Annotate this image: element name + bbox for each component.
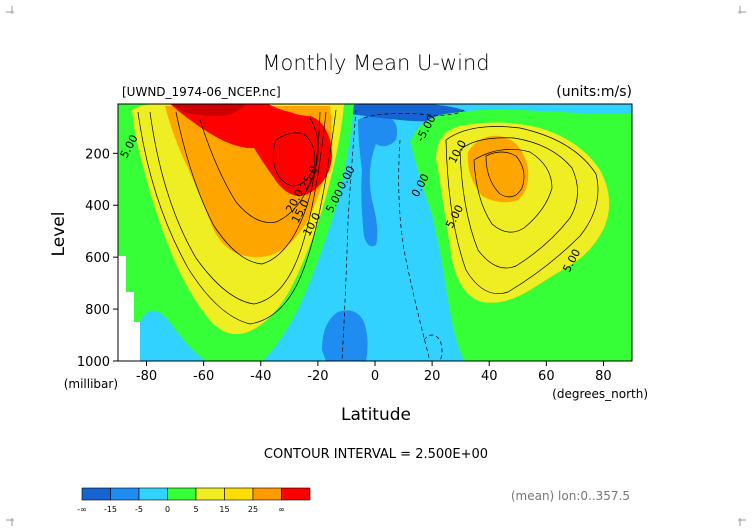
colorbar-swatch (110, 487, 140, 501)
contour-line (149, 111, 327, 305)
colorbar-tick-label: 0 (165, 505, 170, 514)
missing-data-region (118, 256, 140, 361)
colorbar-swatch (167, 487, 197, 501)
contour-line (199, 117, 319, 223)
x-unit-label: (degrees_north) (552, 387, 648, 401)
colorbar-tick-label: 15 (219, 505, 229, 514)
colorbar: -∞ -15 -5 0 5 15 25 ∞ (77, 487, 311, 514)
contour-lines (137, 109, 599, 361)
contour-line (272, 132, 316, 187)
x-axis-label: Latitude (341, 405, 411, 425)
x-tick-label: -80 (136, 369, 157, 384)
contour-line (341, 109, 357, 361)
y-axis-label: Level (49, 212, 69, 257)
crop-mark-bottom-right (738, 518, 746, 526)
crop-mark-bottom-left (6, 518, 14, 526)
crop-mark-top-left (6, 6, 14, 14)
units-label: (units:m/s) (556, 84, 632, 100)
colorbar-tick-label: 5 (193, 505, 198, 514)
y-tick-label: 200 (85, 147, 110, 162)
chart-title: Monthly Mean U-wind (262, 51, 489, 75)
x-tick-label: 60 (538, 369, 555, 384)
contour-line (175, 111, 321, 265)
x-tick-label: -20 (307, 369, 328, 384)
colorbar-swatch (224, 487, 254, 501)
south-cyan-gap (140, 310, 206, 361)
contour-field: 5.0020.015.010.025.05.000.00-5.000.0010.… (118, 104, 632, 361)
y-unit-label: (millibar) (64, 377, 118, 391)
footnote: (mean) lon:0..357.5 (511, 489, 630, 503)
south-darkred-core (172, 104, 246, 116)
colorbar-swatch (81, 487, 111, 501)
easterly-region-lower (322, 310, 368, 361)
colorbar-swatch (138, 487, 168, 501)
south-red-30 (170, 104, 332, 196)
colorbar-tick-label: ∞ (278, 505, 285, 514)
contour-line (363, 109, 465, 119)
colorbar-tick-label: -15 (104, 505, 117, 514)
x-tick-label: 80 (595, 369, 612, 384)
y-tick-label: 600 (85, 251, 110, 266)
contour-line (445, 126, 599, 294)
contour-line (398, 139, 431, 361)
easterly-region-upper (358, 115, 398, 247)
colorbar-swatch (252, 487, 282, 501)
y-tick-label: 400 (85, 199, 110, 214)
x-tick-label: 20 (424, 369, 441, 384)
x-tick-label: 0 (371, 369, 379, 384)
contour-line (137, 109, 337, 325)
y-tick-label: 800 (85, 303, 110, 318)
colorbar-tick-label: -∞ (77, 505, 87, 514)
colorbar-tick-label: 25 (248, 505, 258, 514)
contour-line (459, 137, 578, 269)
colorbar-swatch (195, 487, 225, 501)
x-tick-label: -40 (250, 369, 271, 384)
contour-interval-label: CONTOUR INTERVAL = 2.500E+00 (264, 447, 488, 462)
y-tick-label: 1000 (77, 355, 110, 370)
contour-line (485, 151, 525, 198)
north-orange-15 (467, 135, 529, 203)
axis-ticks: -80 -60 -40 -20 0 20 40 60 80 200 400 600 800 1000 (77, 147, 612, 384)
crop-mark-top-right (738, 6, 746, 14)
colorbar-swatch (281, 487, 311, 501)
contour-line (473, 149, 553, 233)
file-label: [UWND_1974-06_NCEP.nc] (122, 85, 281, 99)
colorbar-tick-label: -5 (135, 505, 143, 514)
x-tick-label: -60 (193, 369, 214, 384)
x-tick-label: 40 (481, 369, 498, 384)
